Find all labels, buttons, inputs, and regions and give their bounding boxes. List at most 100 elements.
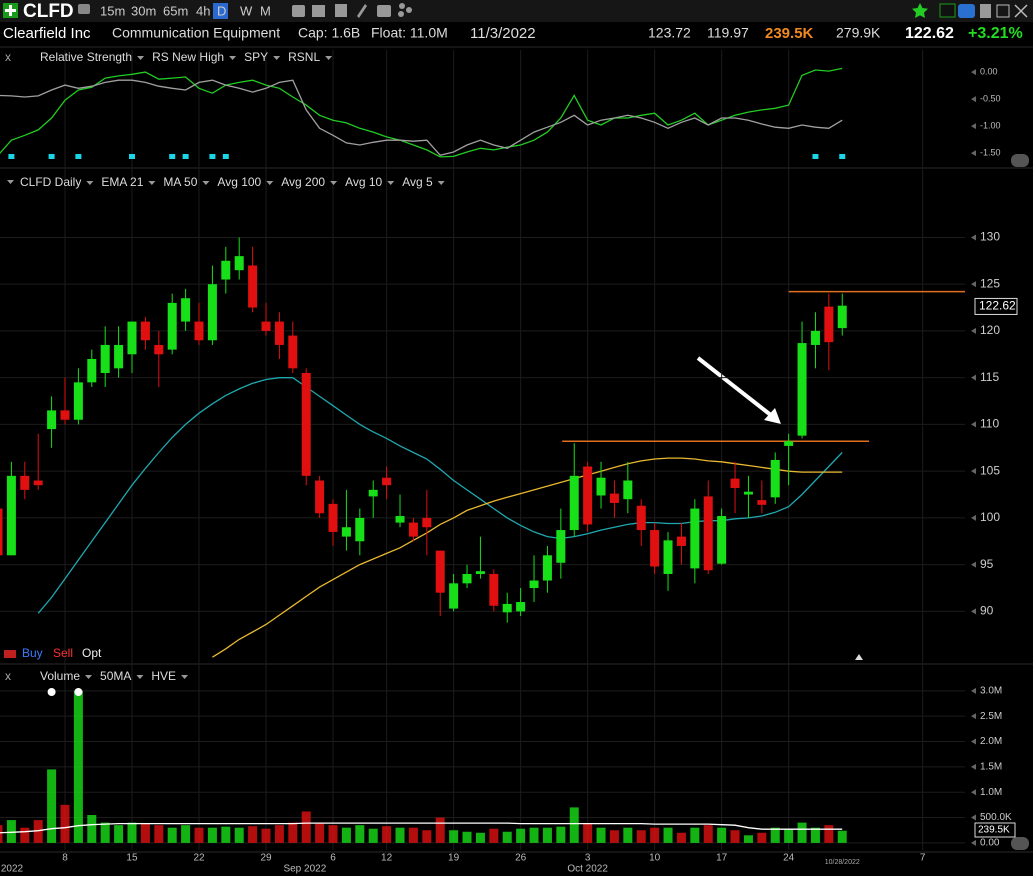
timeframe-button[interactable]: 15m [100, 3, 125, 18]
legend-item[interactable]: Avg 10 [345, 175, 382, 189]
star-icon[interactable] [912, 3, 928, 18]
timeframe-button[interactable]: D [217, 3, 226, 18]
candle-body [20, 475, 30, 490]
legend-item[interactable]: RS New High [152, 50, 224, 64]
volume-bar [636, 830, 646, 843]
legend-item[interactable]: CLFD Daily [20, 175, 81, 189]
candle-body [743, 491, 753, 495]
volume-bar [60, 804, 70, 843]
volume-bar [261, 828, 271, 843]
annotation-arrow [696, 356, 774, 418]
print-icon[interactable] [78, 4, 90, 14]
legend-item[interactable]: HVE [151, 669, 176, 683]
candle-body [47, 410, 57, 430]
s-icon[interactable] [958, 4, 975, 18]
doc-icon[interactable] [980, 4, 991, 18]
volume-bar [556, 826, 566, 843]
tick-mark [971, 150, 976, 157]
timeframe-button[interactable]: M [260, 3, 271, 18]
icon[interactable] [312, 5, 325, 17]
y-tick-label: 1.0M [980, 787, 1002, 798]
symbol[interactable]: CLFD [23, 1, 74, 22]
panel-scroll[interactable] [1011, 154, 1029, 167]
legend-item[interactable]: EMA 21 [101, 175, 143, 189]
legend-dropdown [330, 181, 338, 185]
panel-close[interactable]: x [5, 669, 11, 683]
icon[interactable] [399, 3, 405, 9]
candle-body [462, 573, 472, 584]
volume-bar [542, 827, 552, 843]
volume-bar [207, 827, 217, 843]
volume-bar [47, 769, 57, 843]
candle-body [516, 602, 526, 612]
candle-body [194, 321, 204, 341]
icon[interactable] [406, 7, 412, 13]
candle-body [609, 493, 619, 503]
candle-body [408, 522, 418, 537]
volume-bar [475, 832, 485, 843]
order-button[interactable]: Opt [82, 646, 102, 660]
icon[interactable] [398, 11, 404, 17]
header-industry: Communication Equipment [112, 25, 280, 41]
volume-bar [154, 825, 164, 843]
header-date: 11/3/2022 [470, 25, 536, 42]
candle-body [556, 530, 566, 563]
legend-item[interactable]: Avg 100 [217, 175, 261, 189]
legend-dropdown [387, 181, 395, 185]
tick-mark [971, 814, 976, 821]
candle-body [382, 477, 392, 486]
hve-marker [74, 688, 83, 696]
legend-item[interactable]: Relative Strength [40, 50, 132, 64]
candle-body [140, 321, 150, 341]
volume-bar [770, 827, 780, 843]
icon[interactable] [292, 5, 305, 17]
window-icon[interactable] [996, 4, 1010, 18]
legend-dropdown [7, 180, 14, 184]
candle-body [315, 480, 325, 514]
hve-marker [47, 688, 56, 696]
volume-bar [140, 823, 150, 843]
rt-icon[interactable] [939, 3, 956, 18]
candle-body [87, 358, 97, 383]
legend-item[interactable]: Avg 5 [402, 175, 433, 189]
legend-item[interactable]: SPY [244, 50, 268, 64]
order-button[interactable]: Sell [53, 646, 73, 660]
legend-item[interactable]: Volume [40, 669, 80, 683]
volume-bar [6, 820, 16, 843]
candle-body [703, 496, 713, 571]
icon[interactable] [335, 4, 347, 17]
icon[interactable] [377, 5, 391, 17]
panel-scroll[interactable] [1011, 837, 1029, 850]
toolbar-icons [292, 3, 412, 18]
icon[interactable] [357, 4, 367, 18]
volume-bar [609, 830, 619, 843]
order-button[interactable]: Buy [22, 646, 43, 660]
legend-item[interactable]: MA 50 [163, 175, 197, 189]
close-window-icon[interactable] [1014, 4, 1028, 18]
volume-bar [690, 827, 700, 843]
volume-bar [435, 817, 445, 843]
candle-body [502, 603, 512, 613]
scroll-marker[interactable] [855, 654, 863, 660]
timeframe-button[interactable]: W [240, 3, 253, 18]
panel-close[interactable]: x [5, 50, 11, 64]
y-tick-label: -1.00 [980, 121, 1001, 131]
legend-dropdown [86, 181, 94, 185]
candle-body [154, 344, 164, 355]
candle-body [636, 505, 646, 531]
timeframe-button[interactable]: 30m [131, 3, 156, 18]
timeframe-button[interactable]: 4h [196, 3, 210, 18]
volume-bar [181, 825, 191, 843]
candle-body [167, 302, 177, 350]
legend-item[interactable]: Avg 200 [281, 175, 325, 189]
timeframe-button[interactable]: 65m [163, 3, 188, 18]
legend-item[interactable]: RSNL [288, 50, 320, 64]
volume-bar [650, 827, 660, 843]
x-tick-label: 22 [193, 853, 205, 864]
line-series [212, 457, 843, 658]
legend-item[interactable]: 50MA [100, 669, 131, 683]
rs-new-high-marker [209, 154, 216, 159]
volume-bar [301, 811, 311, 843]
volume-bar [33, 820, 43, 843]
